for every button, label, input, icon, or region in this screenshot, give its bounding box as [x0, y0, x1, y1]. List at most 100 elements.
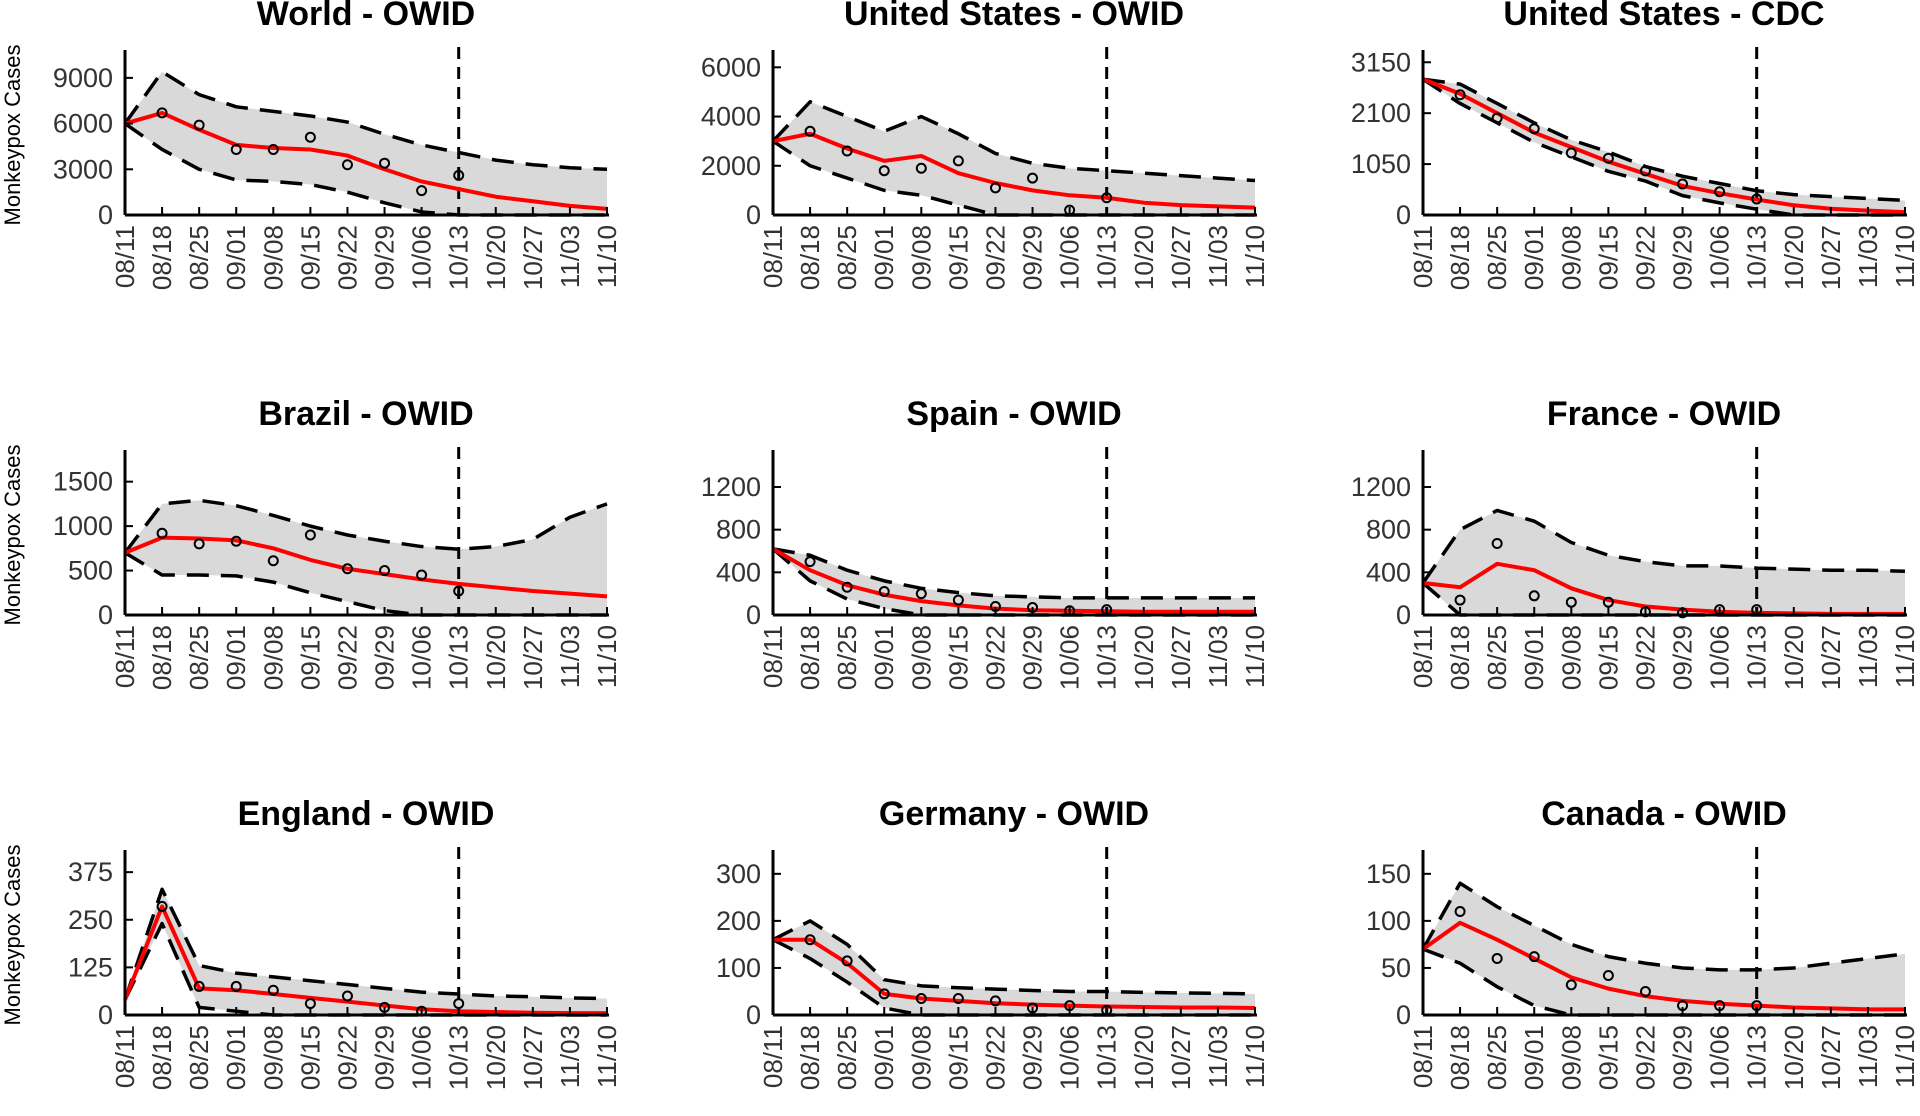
- upper-bound-line: [772, 919, 1256, 996]
- y-axis-label: Monkeypox Cases: [0, 45, 25, 226]
- x-tick-label: 09/01: [221, 625, 251, 690]
- x-tick-label: 10/06: [407, 225, 437, 290]
- observed-point: [341, 990, 353, 1002]
- x-tick-label: 09/15: [1593, 625, 1623, 690]
- observed-point: [230, 535, 242, 547]
- panel-title: World - OWID: [257, 0, 475, 33]
- x-tick-label: 10/20: [1129, 625, 1159, 690]
- uncertainty-band: [773, 548, 1255, 615]
- y-tick-label: 0: [1396, 200, 1411, 230]
- x-tick-label: 08/11: [758, 1025, 788, 1088]
- y-tick-label: 0: [98, 1000, 113, 1030]
- x-tick-label: 09/08: [1556, 225, 1586, 290]
- x-tick-label: 10/13: [1092, 1025, 1122, 1090]
- observed-point: [1454, 594, 1466, 606]
- y-tick-label: 100: [716, 953, 761, 983]
- upper-bound-line: [123, 887, 608, 1001]
- observed-point: [915, 993, 927, 1005]
- x-tick-label: 08/11: [1408, 225, 1438, 288]
- x-tick-label: 09/22: [1630, 1025, 1660, 1090]
- y-axis-label: Monkeypox Cases: [0, 845, 25, 1026]
- observed-point: [1639, 165, 1651, 177]
- observed-point: [453, 169, 465, 181]
- x-tick-label: 08/25: [1482, 225, 1512, 290]
- x-tick-label: 08/11: [110, 1025, 140, 1088]
- observed-point: [1454, 89, 1466, 101]
- observed-point: [193, 119, 205, 131]
- observed-point: [156, 107, 168, 119]
- y-tick-label: 3150: [1351, 47, 1411, 77]
- x-tick-label: 08/11: [1408, 1025, 1438, 1088]
- x-tick-label: 10/27: [1166, 1025, 1196, 1090]
- observed-point: [267, 143, 279, 155]
- x-tick-label: 10/06: [1705, 1025, 1735, 1090]
- x-tick-label: 08/25: [184, 1025, 214, 1090]
- x-tick-label: 08/25: [832, 625, 862, 690]
- x-tick-label: 09/22: [980, 1025, 1010, 1090]
- x-tick-label: 09/15: [295, 225, 325, 290]
- x-tick-label: 08/25: [832, 225, 862, 290]
- x-tick-label: 09/15: [943, 1025, 973, 1090]
- x-tick-label: 10/06: [407, 1025, 437, 1090]
- observed-point: [878, 165, 890, 177]
- x-tick-label: 09/15: [1593, 225, 1623, 290]
- observed-point: [989, 995, 1001, 1007]
- x-tick-label: 08/11: [758, 625, 788, 688]
- x-tick-label: 09/08: [906, 225, 936, 290]
- x-tick-label: 09/08: [258, 225, 288, 290]
- x-tick-label: 11/03: [555, 225, 585, 288]
- x-tick-label: 11/03: [555, 625, 585, 688]
- x-tick-label: 09/01: [869, 225, 899, 290]
- observed-point: [1639, 985, 1651, 997]
- x-tick-label: 10/06: [1705, 625, 1735, 690]
- x-tick-label: 09/22: [1630, 225, 1660, 290]
- panel-title: France - OWID: [1547, 395, 1781, 433]
- observed-point: [1602, 152, 1614, 164]
- x-tick-label: 11/10: [592, 625, 622, 688]
- fit-line: [1422, 77, 1906, 215]
- x-tick-label: 09/29: [1668, 225, 1698, 290]
- x-tick-label: 10/20: [1779, 225, 1809, 290]
- observed-point: [267, 555, 279, 567]
- x-tick-label: 09/22: [332, 1025, 362, 1090]
- x-tick-label: 10/27: [1816, 1025, 1846, 1090]
- y-tick-label: 125: [68, 952, 113, 982]
- x-tick-label: 09/01: [1519, 625, 1549, 690]
- observed-point: [304, 529, 316, 541]
- y-tick-label: 3000: [53, 154, 113, 184]
- x-tick-label: 08/11: [758, 225, 788, 288]
- x-tick-label: 10/13: [1092, 225, 1122, 290]
- observed-point: [379, 157, 391, 169]
- observed-point: [804, 934, 816, 946]
- observed-point: [989, 182, 1001, 194]
- upper-bound-line: [123, 70, 608, 172]
- fit-line: [772, 547, 1255, 614]
- x-tick-label: 09/08: [258, 1025, 288, 1090]
- x-tick-label: 09/08: [906, 1025, 936, 1090]
- x-tick-label: 09/01: [1519, 225, 1549, 290]
- upper-bound-line: [1421, 508, 1906, 584]
- panel-6: 0 400 800 1200 08/11 08/18 08/25 09/01 09/08 09/1…: [1351, 395, 1920, 690]
- observed-point: [804, 556, 816, 568]
- x-tick-label: 09/29: [1018, 1025, 1048, 1090]
- x-tick-label: 11/03: [1853, 1025, 1883, 1088]
- x-tick-label: 11/10: [592, 225, 622, 288]
- observed-point: [1751, 193, 1763, 205]
- y-tick-label: 0: [746, 1000, 761, 1030]
- x-tick-label: 10/20: [1129, 225, 1159, 290]
- x-tick-label: 09/29: [1668, 625, 1698, 690]
- observed-point: [804, 125, 816, 137]
- y-tick-label: 6000: [701, 52, 761, 82]
- x-tick-label: 10/20: [481, 625, 511, 690]
- y-tick-label: 400: [1366, 557, 1411, 587]
- y-tick-label: 250: [68, 905, 113, 935]
- observed-point: [1528, 123, 1540, 135]
- x-tick-label: 11/03: [1853, 625, 1883, 688]
- panel-8: 0 100 200 300 08/11 08/18 08/25 09/01 09/08 09/15…: [716, 795, 1270, 1090]
